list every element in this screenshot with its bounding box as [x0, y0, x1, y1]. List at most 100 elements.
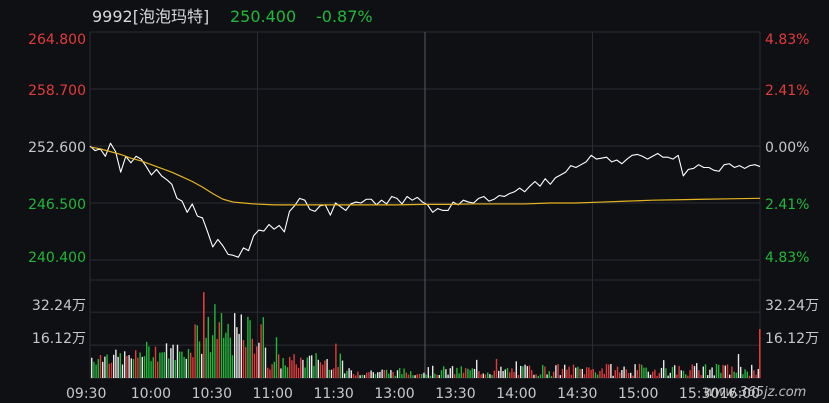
- volume-bar: [443, 366, 445, 378]
- volume-bar: [438, 375, 440, 378]
- volume-bar: [359, 375, 361, 378]
- volume-bar: [579, 368, 581, 378]
- volume-bar: [445, 369, 447, 378]
- volume-bar: [291, 360, 293, 378]
- volume-bar: [605, 363, 608, 378]
- volume-bar: [403, 368, 405, 378]
- volume-bar: [168, 358, 170, 378]
- volume-bar: [106, 354, 108, 378]
- volume-bar: [729, 374, 731, 378]
- volume-bar: [656, 375, 658, 378]
- volume-bar: [621, 369, 623, 378]
- volume-bar: [491, 374, 493, 378]
- volume-bar: [696, 363, 698, 378]
- volume-bar: [597, 374, 599, 378]
- volume-bar: [599, 371, 601, 378]
- volume-bar: [91, 357, 93, 378]
- volume-bar: [476, 359, 478, 378]
- time-tick-label: 14:00: [496, 386, 536, 402]
- time-tick-label: 11:00: [253, 386, 293, 402]
- volume-bar: [209, 352, 212, 378]
- volume-bar: [346, 370, 348, 378]
- volume-bar: [271, 364, 273, 378]
- volume-bar: [755, 374, 757, 378]
- volume-bar: [480, 374, 482, 378]
- volume-bar: [687, 375, 689, 378]
- volume-bar: [190, 352, 192, 378]
- volume-bar: [416, 374, 418, 378]
- volume-tick-label: 32.24万: [32, 298, 86, 314]
- volume-bar: [110, 362, 113, 378]
- volume-bar: [339, 353, 341, 378]
- volume-bar: [154, 346, 157, 378]
- volume-bar: [236, 327, 238, 378]
- volume-bar: [207, 316, 209, 378]
- volume-bar: [249, 320, 251, 378]
- volume-bar: [757, 368, 759, 378]
- volume-bar: [93, 361, 95, 378]
- price-tick-label: 246.500: [28, 197, 86, 213]
- volume-bar: [137, 357, 139, 378]
- volume-bar: [733, 371, 735, 378]
- volume-bar: [531, 370, 533, 378]
- volume-bar: [704, 364, 707, 378]
- volume-bar: [484, 374, 487, 378]
- volume-bar: [658, 372, 660, 378]
- volume-bar: [130, 358, 132, 378]
- volume-bar: [245, 347, 247, 378]
- volume-bar: [533, 374, 535, 378]
- volume-bar: [520, 365, 522, 378]
- price-tick-label: 258.700: [28, 83, 86, 99]
- volume-bar-peak: [203, 292, 205, 378]
- volume-bar: [326, 359, 328, 378]
- volume-tick-label: 16.12万: [32, 331, 86, 347]
- volume-bar: [370, 370, 372, 378]
- volume-bar: [410, 371, 412, 378]
- volume-bar: [713, 375, 715, 378]
- volume-bar: [645, 367, 647, 378]
- volume-bar: [614, 370, 616, 378]
- volume-bar: [128, 355, 130, 378]
- volume-bar: [231, 355, 234, 378]
- volume-bar: [225, 332, 227, 378]
- volume-bar: [594, 372, 597, 378]
- volume-bar: [509, 372, 511, 378]
- volume-bar: [581, 368, 583, 378]
- volume-bar: [720, 372, 722, 378]
- volume-bar: [539, 374, 542, 378]
- volume-bar: [262, 317, 264, 378]
- volume-bar: [394, 375, 396, 378]
- volume-bar: [121, 364, 124, 378]
- volume-bar: [663, 360, 665, 378]
- volume-bar: [117, 356, 119, 378]
- volume-bar: [667, 375, 669, 378]
- volume-bar: [546, 374, 548, 378]
- volume-bar: [643, 367, 645, 378]
- volume-bar: [273, 361, 275, 378]
- volume-bar: [636, 370, 638, 378]
- volume-bar: [603, 373, 605, 378]
- time-tick-label: 11:30: [313, 386, 353, 402]
- volume-bar: [278, 354, 280, 378]
- volume-bar: [746, 371, 748, 378]
- volume-bar: [473, 368, 476, 378]
- volume-bar: [269, 369, 271, 378]
- volume-bar: [412, 375, 414, 378]
- volume-bar: [267, 367, 269, 378]
- volume-bars: [91, 292, 761, 378]
- volume-bar: [174, 359, 176, 378]
- volume-bar: [302, 359, 304, 378]
- volume-bar: [275, 337, 278, 378]
- volume-bar: [139, 352, 141, 378]
- volume-bar: [126, 355, 128, 378]
- volume-bar: [436, 374, 438, 378]
- volume-bar: [735, 372, 737, 378]
- volume-bar: [115, 349, 117, 378]
- volume-bar: [511, 368, 513, 378]
- volume-bar: [522, 366, 524, 378]
- volume-bar: [465, 368, 467, 378]
- volume-bar: [566, 369, 568, 378]
- volume-bar: [229, 337, 231, 378]
- volume-bar: [163, 352, 165, 378]
- volume-bar: [104, 356, 106, 378]
